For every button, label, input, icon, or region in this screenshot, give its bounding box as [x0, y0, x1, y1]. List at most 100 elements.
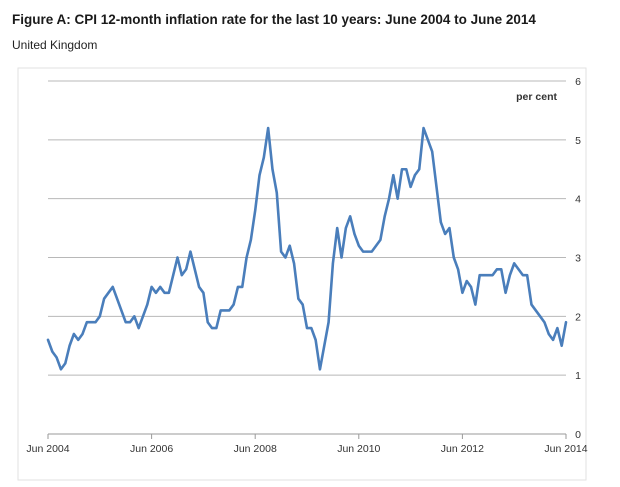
data-point: [103, 297, 106, 300]
data-point: [444, 232, 447, 235]
data-point: [258, 174, 261, 177]
data-point: [517, 268, 520, 271]
data-point: [513, 262, 516, 265]
data-point: [491, 274, 494, 277]
data-point: [59, 368, 62, 371]
data-point: [495, 268, 498, 271]
data-point: [349, 215, 352, 218]
data-point: [215, 327, 218, 330]
data-point: [223, 309, 226, 312]
data-point: [47, 338, 49, 341]
x-tick-label: Jun 2004: [26, 443, 69, 455]
data-point: [150, 285, 153, 288]
data-point: [176, 256, 179, 259]
data-point: [534, 309, 537, 312]
data-point: [254, 209, 257, 212]
y-tick-label: 3: [575, 253, 581, 265]
data-point: [375, 244, 378, 247]
x-tick-label: Jun 2014: [544, 443, 587, 455]
data-point: [474, 303, 477, 306]
data-point: [552, 338, 555, 341]
unit-label: per cent: [516, 91, 557, 103]
data-point: [81, 332, 84, 335]
data-point: [111, 285, 114, 288]
data-point: [413, 174, 416, 177]
data-point: [340, 256, 343, 259]
data-point: [193, 268, 196, 271]
y-tick-label: 5: [575, 135, 581, 147]
data-point: [418, 168, 421, 171]
data-point: [293, 262, 296, 265]
data-point: [262, 156, 265, 159]
data-point: [508, 274, 511, 277]
data-point: [487, 274, 490, 277]
data-point: [172, 274, 175, 277]
data-point: [245, 256, 248, 259]
x-axis-ticks: Jun 2004 Jun 2006 Jun 2008 Jun 2010 Jun 2012…: [26, 434, 588, 455]
data-point: [556, 327, 559, 330]
data-point: [98, 315, 101, 318]
data-point: [185, 268, 188, 271]
data-point: [426, 138, 429, 141]
data-point: [288, 244, 291, 247]
data-point: [159, 285, 162, 288]
data-point: [167, 291, 170, 294]
data-point: [526, 274, 529, 277]
data-point: [318, 368, 321, 371]
data-point: [51, 350, 54, 353]
data-point: [457, 268, 460, 271]
data-point: [500, 268, 503, 271]
x-tick-label: Jun 2010: [337, 443, 380, 455]
data-point: [388, 197, 391, 200]
data-point: [120, 309, 123, 312]
y-tick-label: 2: [575, 311, 581, 323]
y-tick-label: 1: [575, 370, 581, 382]
data-point: [452, 256, 455, 259]
data-point: [124, 321, 127, 324]
data-point: [565, 321, 567, 324]
data-point: [543, 321, 546, 324]
data-point: [301, 303, 304, 306]
data-point: [198, 285, 201, 288]
data-point: [470, 285, 473, 288]
data-point: [275, 191, 278, 194]
chart-subtitle: United Kingdom: [12, 38, 98, 52]
data-point: [379, 238, 382, 241]
data-point: [392, 174, 395, 177]
data-point: [344, 227, 347, 230]
data-point: [85, 321, 88, 324]
data-point: [68, 344, 71, 347]
y-axis-ticks: 0 1 2 3 4 5 6: [575, 76, 581, 441]
data-point: [77, 338, 80, 341]
data-point: [431, 150, 434, 153]
data-point: [323, 344, 326, 347]
data-point: [405, 168, 408, 171]
data-point: [236, 285, 239, 288]
data-point: [284, 256, 287, 259]
data-point: [154, 291, 157, 294]
data-point: [521, 274, 524, 277]
data-point: [422, 127, 425, 130]
data-point: [539, 315, 542, 318]
data-point: [206, 321, 209, 324]
data-point: [336, 227, 339, 230]
data-point: [465, 280, 468, 283]
data-point: [133, 315, 136, 318]
data-point: [400, 168, 403, 171]
data-point: [267, 127, 270, 130]
data-point: [211, 327, 214, 330]
data-point: [310, 327, 313, 330]
data-point: [366, 250, 369, 253]
data-point: [202, 291, 205, 294]
data-point: [219, 309, 222, 312]
x-tick-label: Jun 2008: [234, 443, 277, 455]
data-point: [55, 356, 58, 359]
data-point: [530, 303, 533, 306]
data-point: [547, 332, 550, 335]
data-point: [435, 185, 438, 188]
data-point: [461, 291, 464, 294]
data-point: [94, 321, 97, 324]
data-point: [163, 291, 166, 294]
chart-title: Figure A: CPI 12-month inflation rate fo…: [12, 12, 536, 27]
